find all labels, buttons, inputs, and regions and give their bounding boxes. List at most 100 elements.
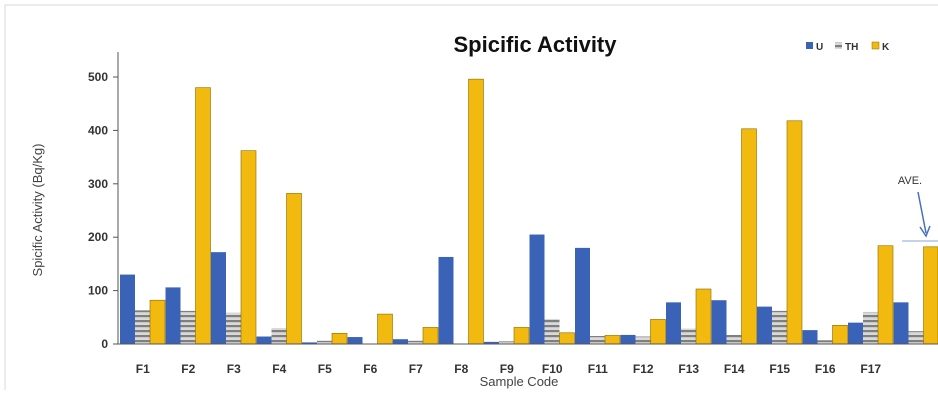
x-tick-label: F3 [227,362,241,376]
bar-th [272,328,287,344]
bar-u [757,307,772,344]
bar-th [135,310,150,344]
y-tick-label: 200 [88,230,108,244]
bar-u [666,302,681,344]
ave-annotation-label: AVE. [898,175,922,187]
x-tick-label: F7 [409,362,423,376]
x-tick-label: F9 [500,362,514,376]
x-tick-label: F17 [860,362,881,376]
bar-u [803,330,818,344]
bar-u [575,248,590,344]
legend-swatch-th [835,42,842,49]
bars [120,79,938,344]
legend-swatch-k [872,42,879,49]
bar-k [423,327,438,344]
bar-k [332,333,347,344]
bar-group [666,289,711,344]
bar-u [621,335,636,344]
bar-group [621,319,666,344]
bar-k [878,246,893,344]
bar-k [196,88,211,344]
x-tick-label: F10 [542,362,563,376]
bar-th [727,335,742,344]
bar-u [848,323,863,344]
x-tick-label: F1 [136,362,150,376]
bar-group [393,327,438,344]
y-tick-label: 400 [88,123,108,137]
bar-th [818,340,833,344]
bar-k [287,193,302,344]
bar-u [257,337,272,344]
bar-k [742,129,757,344]
bar-th [909,331,924,344]
bar-k [514,327,529,344]
bar-k [924,247,938,344]
bar-group [166,88,211,344]
x-tick-label: F13 [678,362,699,376]
ave-annotation: AVE. [898,175,938,241]
y-tick-label: 300 [88,177,108,191]
bar-k [696,289,711,344]
x-tick-label: F11 [588,362,608,376]
bar-th [181,311,196,344]
legend-swatch-u [806,42,813,49]
x-tick-label: F6 [363,362,377,376]
bar-k [833,325,848,344]
bar-k [605,335,620,344]
bar-k [651,319,666,344]
x-tick-label: F2 [181,362,195,376]
bar-k [241,151,256,344]
y-axis: 0 100 200 300 400 500 [88,52,118,351]
bar-u [530,235,545,344]
bar-group [848,246,893,344]
x-tick-label: F5 [318,362,332,376]
x-axis-label: Sample Code [480,374,559,389]
bar-u [166,287,181,344]
bar-k [150,300,165,344]
y-axis-label: Spicific Activity (Bq/Kg) [30,144,45,277]
bar-k [560,333,575,344]
bar-group [530,235,575,344]
y-tick-label: 0 [101,337,108,351]
bar-k [787,121,802,344]
bar-th [226,312,241,344]
bar-group [211,151,256,344]
bar-u [712,300,727,344]
legend: U TH K [806,42,890,53]
bar-u [348,337,363,344]
legend-label-k: K [882,42,890,53]
bar-th [772,311,787,344]
bar-th [590,336,605,344]
bar-u [211,252,226,344]
x-tick-label: F12 [633,362,654,376]
bar-u [120,275,135,344]
bar-group [484,327,529,344]
y-tick-label: 100 [88,284,108,298]
bar-th [545,319,560,344]
bar-group [757,121,802,344]
bar-th [636,337,651,344]
bar-group [302,333,347,344]
bar-th [863,312,878,344]
bar-group [348,314,393,344]
legend-label-th: TH [845,42,858,53]
bar-group [894,247,938,344]
chart-title: Spicific Activity [453,32,617,57]
bar-u [894,302,909,344]
bar-k [469,79,484,344]
bar-group [257,193,302,344]
y-tick-label: 500 [88,70,108,84]
x-tick-label: F8 [454,362,468,376]
bar-th [681,329,696,344]
bar-group [120,275,165,344]
bar-group [803,325,848,344]
legend-label-u: U [816,42,823,53]
bar-u [393,339,408,344]
bar-u [439,257,454,344]
x-tick-label: F14 [724,362,745,376]
bar-group [575,248,620,344]
bar-group [712,129,757,344]
